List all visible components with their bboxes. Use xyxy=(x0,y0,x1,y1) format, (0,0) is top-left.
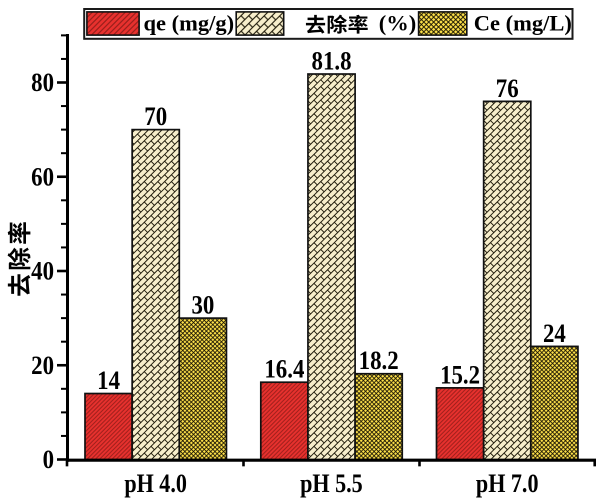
svg-text:18.2: 18.2 xyxy=(359,347,399,376)
svg-text:70: 70 xyxy=(144,103,167,132)
svg-text:15.2: 15.2 xyxy=(440,361,480,390)
svg-text:76: 76 xyxy=(496,75,519,104)
svg-text:(%): (%) xyxy=(379,10,417,35)
svg-text:pH 5.5: pH 5.5 xyxy=(300,470,363,498)
svg-text:60: 60 xyxy=(31,163,54,192)
svg-text:0: 0 xyxy=(43,446,54,475)
svg-text:81.8: 81.8 xyxy=(312,47,352,76)
svg-text:40: 40 xyxy=(31,257,54,286)
svg-text:Ce (mg/L): Ce (mg/L) xyxy=(474,10,572,35)
svg-text:20: 20 xyxy=(31,352,54,381)
svg-text:qe (mg/g): qe (mg/g) xyxy=(144,10,235,35)
svg-text:14: 14 xyxy=(97,367,120,396)
svg-text:16.4: 16.4 xyxy=(264,355,304,384)
svg-text:pH 4.0: pH 4.0 xyxy=(124,470,187,498)
svg-text:30: 30 xyxy=(191,291,214,320)
svg-text:24: 24 xyxy=(543,320,566,349)
svg-text:80: 80 xyxy=(31,69,54,98)
svg-text:pH 7.0: pH 7.0 xyxy=(476,470,539,498)
